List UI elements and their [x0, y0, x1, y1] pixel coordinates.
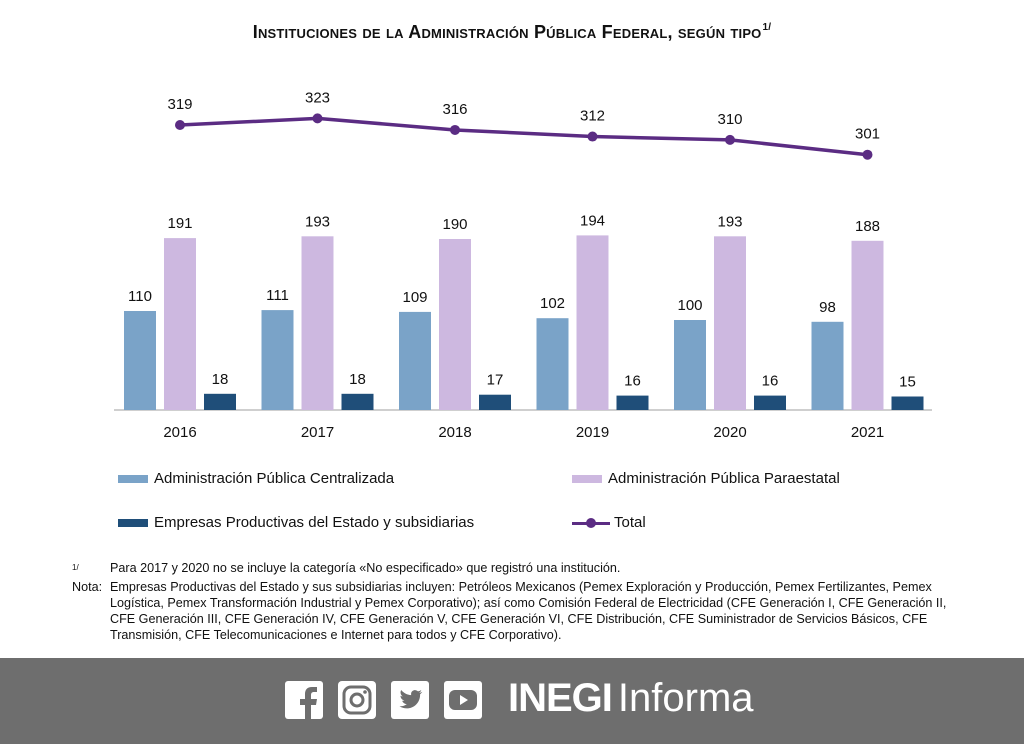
x-tick-label: 2018	[438, 424, 471, 441]
legend-swatch-total	[572, 517, 610, 528]
total-line	[179, 116, 868, 157]
legend-item-empresas: Empresas Productivas del Estado y subsid…	[118, 514, 474, 531]
data-label-centralizada: 98	[819, 299, 836, 316]
data-label-empresas: 15	[899, 374, 916, 391]
data-label-paraestatal: 191	[167, 215, 192, 232]
brand-inegi: INEGI	[508, 676, 613, 720]
data-label-empresas: 16	[762, 373, 779, 390]
notes: 1/ Para 2017 y 2020 no se incluye la cat…	[72, 560, 962, 643]
total-point	[725, 134, 735, 145]
bar-centralizada	[536, 318, 569, 410]
x-tick-label: 2017	[301, 424, 334, 441]
total-label: 319	[167, 96, 192, 113]
data-label-centralizada: 102	[540, 295, 565, 312]
legend-item-paraestatal: Administración Pública Paraestatal	[572, 470, 840, 487]
total-label: 323	[305, 89, 330, 106]
legend-label: Administración Pública Paraestatal	[608, 470, 840, 487]
bar-paraestatal	[439, 239, 471, 410]
bar-empresas	[479, 394, 511, 410]
bar-empresas	[341, 393, 374, 410]
bar-empresas	[616, 395, 649, 410]
total-point	[312, 113, 323, 124]
footnote-text: Para 2017 y 2020 no se incluye la catego…	[110, 561, 621, 575]
legend-swatch-paraestatal	[572, 474, 602, 483]
inegi-informa-logo: INEGI Informa	[508, 676, 754, 726]
data-label-centralizada: 100	[677, 297, 702, 314]
nota-key: Nota:	[72, 580, 103, 595]
bar-paraestatal	[164, 238, 196, 410]
x-tick-label: 2016	[163, 424, 196, 441]
twitter-icon[interactable]	[391, 681, 429, 719]
total-point	[862, 149, 873, 160]
bar-centralizada	[674, 320, 706, 410]
total-point	[175, 120, 185, 130]
data-label-centralizada: 109	[402, 289, 427, 306]
data-label-paraestatal: 193	[305, 213, 330, 230]
footnote-key: 1/	[72, 563, 79, 572]
legend-swatch-empresas	[118, 518, 148, 527]
data-label-centralizada: 110	[128, 288, 152, 305]
legend-label: Empresas Productivas del Estado y subsid…	[154, 514, 475, 531]
legend-item-total: Total	[572, 514, 646, 531]
bar-paraestatal	[714, 236, 746, 410]
data-label-empresas: 18	[349, 371, 366, 388]
legend-item-centralizada: Administración Pública Centralizada	[118, 470, 394, 487]
bar-empresas	[204, 393, 236, 410]
total-label: 312	[580, 108, 605, 125]
bar-paraestatal	[301, 236, 334, 410]
nota-text: Empresas Productivas del Estado y sus su…	[110, 580, 947, 643]
brand-informa: Informa	[617, 676, 754, 720]
data-label-empresas: 17	[487, 372, 504, 389]
data-label-paraestatal: 194	[580, 212, 605, 229]
bar-centralizada	[811, 321, 844, 410]
bar-paraestatal	[576, 235, 609, 410]
chart: 110 191 18 2016 111 193 18 2017 109 190 17 2018 102 1…	[114, 89, 932, 441]
bar-paraestatal	[851, 240, 884, 410]
total-point	[450, 124, 460, 135]
x-tick-label: 2019	[576, 424, 609, 441]
data-label-paraestatal: 190	[442, 216, 467, 233]
total-label: 301	[855, 126, 880, 143]
data-label-paraestatal: 193	[717, 213, 742, 230]
data-label-paraestatal: 188	[855, 218, 880, 235]
facebook-icon[interactable]	[285, 681, 323, 719]
bar-empresas	[754, 395, 786, 410]
x-tick-label: 2021	[851, 424, 884, 441]
instagram-icon[interactable]	[338, 681, 376, 719]
bar-centralizada	[399, 311, 431, 410]
x-tick-label: 2020	[713, 424, 746, 441]
total-point	[587, 131, 598, 142]
nota: Nota: Empresas Productivas del Estado y …	[72, 579, 962, 643]
footnote: 1/ Para 2017 y 2020 no se incluye la cat…	[72, 560, 962, 579]
total-label: 316	[442, 101, 467, 118]
data-label-empresas: 16	[624, 373, 641, 390]
bar-empresas	[891, 396, 924, 410]
legend-label: Administración Pública Centralizada	[154, 470, 395, 487]
footer-bar: INEGI Informa	[0, 658, 1024, 744]
data-label-centralizada: 111	[266, 287, 289, 304]
youtube-icon[interactable]	[444, 681, 482, 719]
chart-title: Instituciones de la Administración Públi…	[252, 22, 772, 42]
total-label: 310	[717, 111, 742, 128]
legend-label: Total	[614, 514, 646, 531]
bar-centralizada	[124, 311, 156, 410]
bar-centralizada	[261, 310, 294, 410]
legend-swatch-centralizada	[118, 474, 148, 483]
data-label-empresas: 18	[212, 371, 229, 388]
